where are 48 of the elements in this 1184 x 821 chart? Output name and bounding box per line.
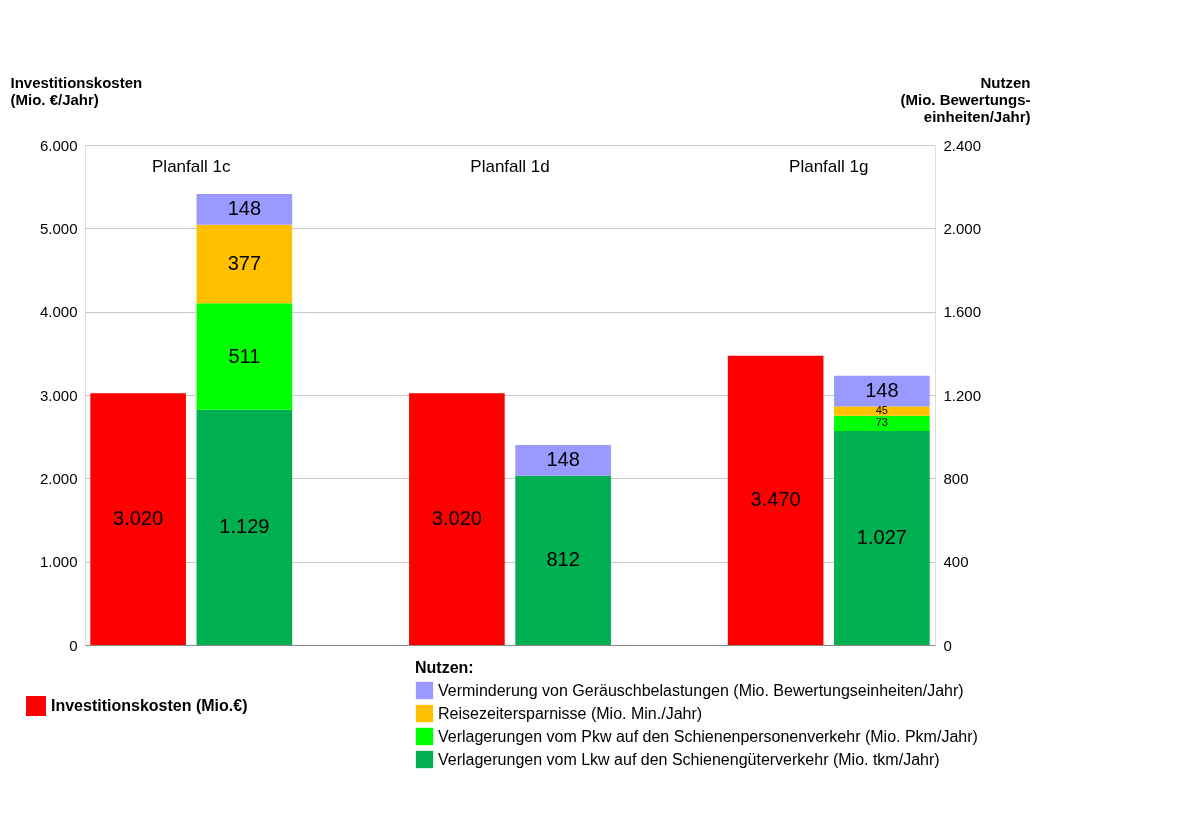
bar [196,409,293,645]
y-tick-label: 0 [69,636,78,654]
legend-label: Investitionskosten (Mio.€) [51,697,248,714]
data-label: 511 [228,344,261,367]
bar [834,415,930,432]
legend-label: Verlagerungen vom Pkw auf den Schienenpersonenverkehr (Mio. Pkm/Jahr) [438,727,978,745]
y-tick-label: 6.000 [39,136,78,154]
bar [196,224,293,304]
data-label: 3.470 [750,488,801,511]
data-label: 1.129 [219,515,270,538]
y-tick-label: 5.000 [39,219,78,237]
data-label: 3.020 [113,507,164,530]
legend-label: Reisezeitersparnisse (Mio. Min./Jahr) [438,704,703,722]
legend-label: Verlagerungen vom Lkw auf den Schienengüterverkehr (Mio. tkm/Jahr) [438,750,940,768]
legend-title: Nutzen: [415,659,474,676]
data-label: 148 [865,379,899,402]
y-axis-title: Investitionskosten (Mio. €/Jahr) [10,73,143,108]
y-tick-label: 4.000 [39,303,78,321]
data-label: 73 [875,416,888,429]
data-label: 3.020 [431,507,482,530]
y-tick-label: 2.000 [39,469,78,487]
y2-tick-label: 800 [943,469,969,487]
y-tick-label: 1.000 [39,553,78,571]
y2-tick-label: 1.200 [943,386,982,404]
data-label: 812 [546,548,580,571]
bar [515,445,611,476]
data-label: 148 [227,197,262,220]
bar [834,431,930,645]
bar [834,406,930,416]
data-label: 45 [875,404,888,417]
legend-label: Verminderung von Geräuschbelastungen (Mio. Bewertungseinheiten/Jahr) [438,681,964,699]
y2-tick-label: 1.600 [943,303,982,321]
annotation: Planfall 1d [470,157,550,176]
annotation: Planfall 1c [152,157,231,176]
y2-tick-label: 2.400 [943,136,982,154]
y2-tick-label: 400 [943,553,969,571]
data-label: 148 [546,448,580,471]
y2-axis-title: Nutzen (Mio. Bewertungs- einheiten/Jahr) [900,73,1031,125]
bar [196,193,293,225]
bar [515,475,611,645]
annotation: Planfall 1g [789,157,869,176]
data-label: 377 [227,252,262,275]
y-tick-label: 3.000 [39,386,78,404]
bar [196,303,293,410]
y2-tick-label: 2.000 [943,219,982,237]
y2-tick-label: 0 [943,636,952,654]
data-label: 1.027 [856,526,907,549]
bar [834,375,930,407]
